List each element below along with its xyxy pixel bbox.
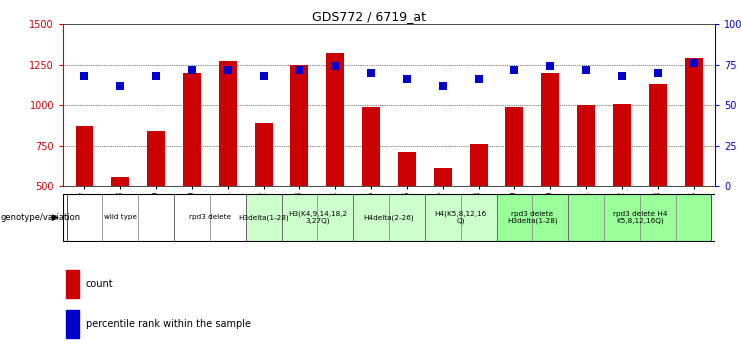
Text: rpd3 delete
H3delta(1-28): rpd3 delete H3delta(1-28) <box>507 210 558 224</box>
Point <box>508 67 520 72</box>
Bar <box>389 194 425 240</box>
Bar <box>246 194 282 240</box>
Bar <box>102 194 139 240</box>
Text: rpd3 delete H4
K5,8,12,16Q): rpd3 delete H4 K5,8,12,16Q) <box>613 210 667 224</box>
Bar <box>139 194 174 240</box>
Bar <box>433 168 452 186</box>
Text: genotype/variation: genotype/variation <box>1 213 81 222</box>
Point <box>79 73 90 79</box>
Bar <box>282 194 317 240</box>
Text: rpd3 delete: rpd3 delete <box>189 214 231 220</box>
Bar <box>174 194 246 240</box>
Point <box>688 60 700 66</box>
Bar <box>639 194 676 240</box>
Point <box>150 73 162 79</box>
Bar <box>649 84 667 186</box>
Point <box>616 73 628 79</box>
Point <box>329 63 341 69</box>
Bar <box>470 144 488 186</box>
Bar <box>66 310 79 337</box>
Point <box>222 67 233 72</box>
Text: wild type: wild type <box>104 214 137 220</box>
Bar <box>174 194 210 240</box>
Point <box>365 70 377 76</box>
Bar <box>461 194 496 240</box>
Point <box>437 83 449 89</box>
Bar <box>613 104 631 186</box>
Bar <box>353 194 389 240</box>
Bar <box>246 194 282 240</box>
Point <box>401 77 413 82</box>
Text: count: count <box>86 279 113 289</box>
Bar <box>496 194 532 240</box>
Bar <box>362 107 380 186</box>
Bar <box>66 270 79 298</box>
Bar <box>541 73 559 186</box>
Bar <box>282 194 353 240</box>
Bar <box>67 194 174 240</box>
Point <box>293 67 305 72</box>
Point <box>186 67 198 72</box>
Bar <box>255 123 273 186</box>
Bar <box>111 177 129 186</box>
Bar <box>317 194 353 240</box>
Text: percentile rank within the sample: percentile rank within the sample <box>86 319 250 329</box>
Point <box>652 70 664 76</box>
Text: ▶: ▶ <box>53 213 59 222</box>
Bar <box>147 131 165 186</box>
Bar <box>532 194 568 240</box>
Point <box>258 73 270 79</box>
Title: GDS772 / 6719_at: GDS772 / 6719_at <box>313 10 427 23</box>
Bar <box>76 126 93 186</box>
Text: H4delta(2-26): H4delta(2-26) <box>364 214 414 220</box>
Bar <box>425 194 461 240</box>
Bar <box>353 194 425 240</box>
Point <box>545 63 556 69</box>
Bar <box>604 194 639 240</box>
Bar <box>577 105 595 186</box>
Bar <box>505 107 523 186</box>
Point <box>580 67 592 72</box>
Bar <box>676 194 711 240</box>
Bar <box>219 61 237 186</box>
Bar <box>183 73 201 186</box>
Bar <box>496 194 568 240</box>
Point <box>473 77 485 82</box>
Bar <box>290 65 308 186</box>
Text: H3delta(1-28): H3delta(1-28) <box>239 214 289 220</box>
Bar <box>685 58 702 186</box>
Bar <box>425 194 496 240</box>
Bar <box>568 194 604 240</box>
Bar <box>326 53 345 186</box>
Bar <box>210 194 246 240</box>
Bar <box>398 152 416 186</box>
Bar <box>568 194 711 240</box>
Bar <box>67 194 102 240</box>
Text: H3(K4,9,14,18,2
3,27Q): H3(K4,9,14,18,2 3,27Q) <box>288 210 347 224</box>
Text: H4(K5,8,12,16
Q): H4(K5,8,12,16 Q) <box>434 210 487 224</box>
Point <box>114 83 126 89</box>
